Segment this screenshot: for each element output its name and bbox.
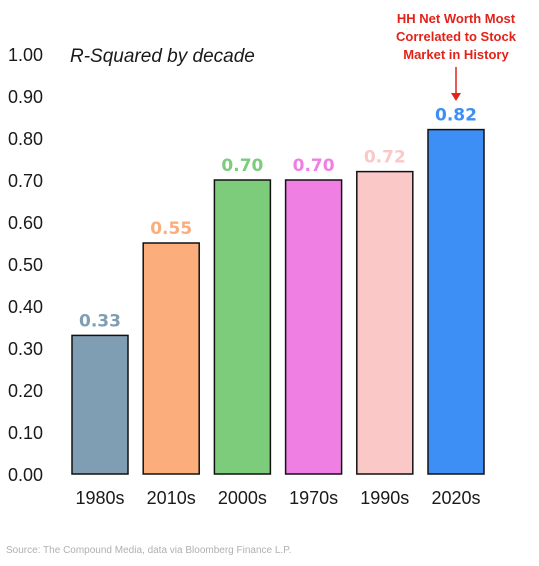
data-label-1970s: 0.70 xyxy=(293,156,335,176)
bar-1980s xyxy=(71,334,129,475)
callout-line-2: Correlated to Stock xyxy=(396,29,517,44)
bar-1990s xyxy=(356,170,414,475)
callout-arrowhead-icon xyxy=(451,93,461,101)
x-axis-labels: 1980s 2010s 2000s 1970s 1990s 2020s xyxy=(75,488,480,508)
y-tick-label: 0.90 xyxy=(8,87,43,107)
data-label-2020s: 0.82 xyxy=(435,106,477,126)
y-tick-label: 0.00 xyxy=(8,465,43,485)
source-note: Source: The Compound Media, data via Blo… xyxy=(6,545,291,556)
x-tick-label-2010s: 2010s xyxy=(147,488,196,508)
callout-line-1: HH Net Worth Most xyxy=(397,11,516,26)
data-label-1980s: 0.33 xyxy=(79,311,121,331)
x-tick-label-1980s: 1980s xyxy=(75,488,124,508)
x-tick-label-1970s: 1970s xyxy=(289,488,338,508)
bar-1970s xyxy=(284,179,343,475)
x-tick-label-2020s: 2020s xyxy=(431,488,480,508)
bar-2010s xyxy=(142,242,200,475)
y-axis-ticks: 0.00 0.10 0.20 0.30 0.40 0.50 0.60 0.70 0.80 0.90… xyxy=(8,45,43,485)
y-tick-label: 0.30 xyxy=(8,339,43,359)
y-tick-label: 1.00 xyxy=(8,45,43,65)
data-labels: 0.33 0.55 0.70 0.70 0.72 0.82 xyxy=(79,106,477,332)
x-tick-label-2000s: 2000s xyxy=(218,488,267,508)
x-tick-label-1990s: 1990s xyxy=(360,488,409,508)
y-tick-label: 0.70 xyxy=(8,171,43,191)
callout-annotation: HH Net Worth Most Correlated to Stock Ma… xyxy=(396,11,517,101)
y-tick-label: 0.60 xyxy=(8,213,43,233)
y-tick-label: 0.50 xyxy=(8,255,43,275)
y-tick-label: 0.20 xyxy=(8,381,43,401)
callout-line-3: Market in History xyxy=(403,47,509,62)
bar-2000s xyxy=(213,179,272,475)
bar-2020s xyxy=(427,128,485,475)
data-label-2000s: 0.70 xyxy=(221,156,263,176)
y-tick-label: 0.40 xyxy=(8,297,43,317)
chart-title: R-Squared by decade xyxy=(70,46,255,67)
bars xyxy=(71,128,485,475)
y-tick-label: 0.10 xyxy=(8,423,43,443)
data-label-2010s: 0.55 xyxy=(150,219,192,239)
data-label-1990s: 0.72 xyxy=(364,148,406,168)
y-tick-label: 0.80 xyxy=(8,129,43,149)
